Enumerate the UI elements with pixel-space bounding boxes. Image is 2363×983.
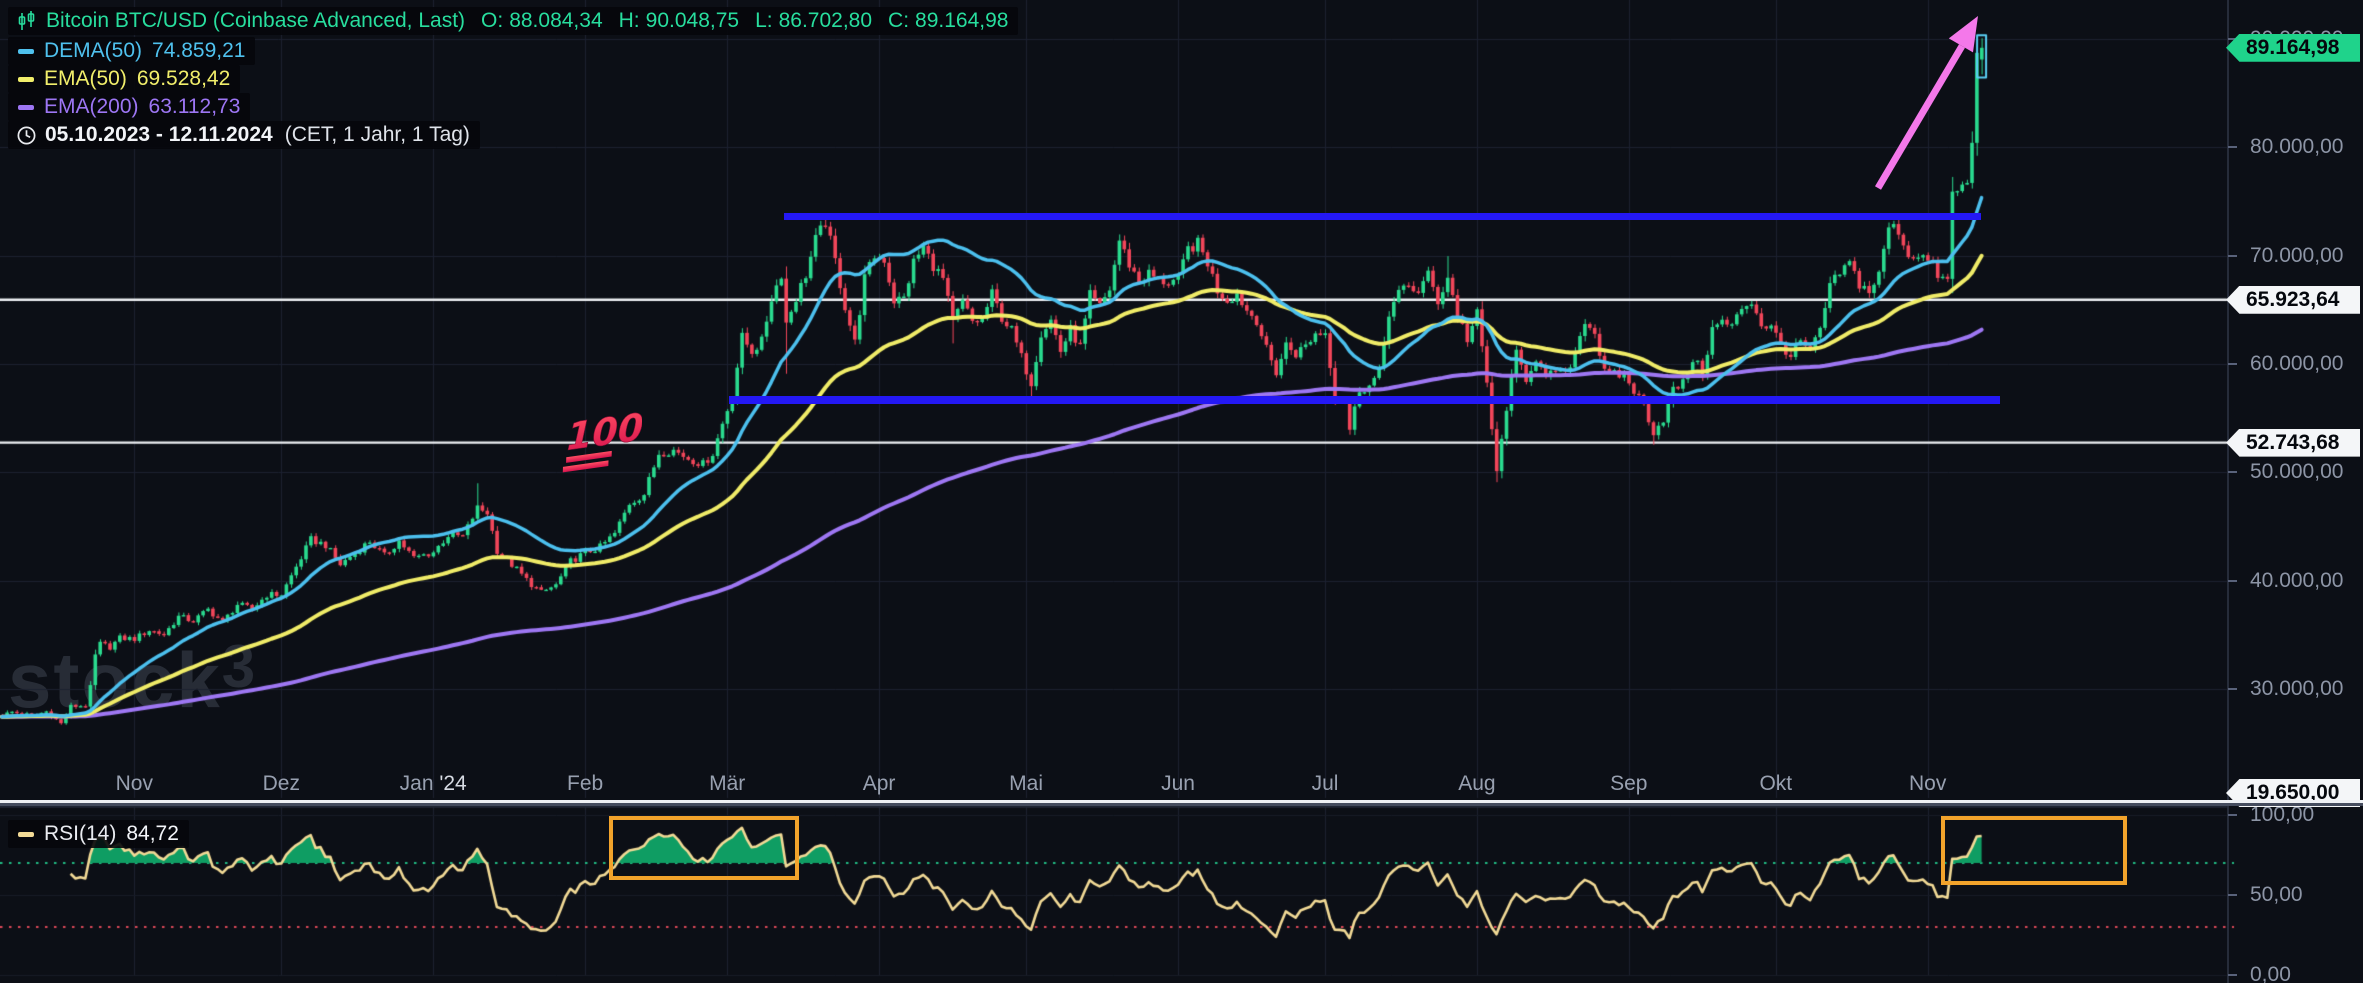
month-label: Jan '24: [399, 772, 467, 795]
price-tick-label: 40.000,00: [2250, 568, 2344, 592]
date-range-row[interactable]: 05.10.2023 - 12.11.2024 (CET, 1 Jahr, 1 T…: [8, 121, 480, 149]
price-tick-label: 60.000,00: [2250, 352, 2344, 375]
rsi-label: RSI(14): [44, 822, 117, 845]
pink-arrow-drawing[interactable]: [1852, 0, 1992, 200]
indicator-dash-icon: [18, 104, 34, 110]
date-range-text: 05.10.2023 - 12.11.2024: [45, 123, 273, 146]
ohlc-value: 86.702,80: [778, 9, 873, 32]
price-tick-label: 70.000,00: [2250, 243, 2344, 267]
month-label: Feb: [567, 772, 604, 795]
candlestick-icon: [18, 11, 35, 31]
month-label: Apr: [862, 772, 896, 795]
price-tick-mark: [2228, 471, 2237, 474]
indicator-legend-row[interactable]: EMA(200) 63.112,73: [8, 93, 251, 121]
ohlc-value: 88.084,34: [509, 9, 603, 32]
rsi-tick-label: 50,00: [2250, 883, 2303, 906]
rsi-dash-icon: [18, 831, 34, 837]
month-label: Nov: [1909, 772, 1947, 795]
indicator-value: 69.528,42: [136, 67, 231, 90]
orange-highlight-box[interactable]: [609, 816, 799, 880]
month-label: Nov: [115, 772, 153, 795]
indicator-label: EMA(200): [44, 95, 139, 118]
month-label: Jul: [1311, 772, 1339, 795]
range-meta-text: (CET, 1 Jahr, 1 Tag): [284, 123, 470, 146]
ohlc-key: C:: [888, 9, 910, 32]
indicator-dash-icon: [18, 76, 34, 82]
month-label: Mai: [1009, 772, 1044, 795]
symbol-legend-row[interactable]: Bitcoin BTC/USD (Coinbase Advanced, Last…: [8, 7, 1019, 35]
indicator-value: 74.859,21: [152, 39, 246, 62]
level-price-badge: 52.743,68: [2226, 428, 2360, 457]
price-tick-mark: [2228, 146, 2237, 149]
month-label: Mär: [709, 772, 746, 795]
month-label: Sep: [1610, 772, 1648, 795]
rsi-value: 84,72: [126, 822, 179, 845]
indicator-label: DEMA(50): [44, 39, 143, 62]
hundred-points-emoji[interactable]: 100: [556, 410, 642, 480]
ohlc-values: O: 88.084,34 H: 90.048,75 L: 86.702,80 C: 89.16…: [465, 9, 1008, 32]
rsi-tick-label: 0,00: [2250, 963, 2291, 983]
ohlc-key: O:: [481, 9, 504, 32]
price-axis[interactable]: 90.000,0080.000,0070.000,0060.000,0050.0…: [2226, 0, 2363, 983]
orange-highlight-box[interactable]: [1941, 816, 2127, 885]
blue-ray-line[interactable]: [784, 213, 1981, 221]
price-tick-mark: [2228, 37, 2237, 40]
rsi-tick-mark: [2228, 894, 2237, 896]
ohlc-value: 90.048,75: [645, 9, 740, 32]
price-tick-mark: [2228, 363, 2237, 365]
month-label: Jun: [1161, 772, 1195, 795]
clock-icon: [17, 126, 36, 145]
rsi-tick-mark: [2228, 814, 2237, 816]
indicator-legend-row[interactable]: DEMA(50) 74.859,21: [8, 37, 256, 65]
price-tick-label: 80.000,00: [2250, 135, 2344, 159]
month-label: Okt: [1759, 772, 1793, 795]
price-tick-label: 30.000,00: [2250, 677, 2344, 701]
price-tick-mark: [2228, 688, 2237, 691]
rsi-tick-label: 100,00: [2250, 803, 2315, 826]
rsi-legend-row[interactable]: RSI(14) 84,72: [8, 820, 189, 848]
panel-divider-shadow: [0, 803, 2363, 806]
month-label: Aug: [1458, 772, 1496, 795]
ohlc-value: 89.164,98: [915, 9, 1009, 32]
svg-text:100: 100: [566, 410, 642, 459]
price-tick-label: 50.000,00: [2250, 460, 2344, 484]
indicator-label: EMA(50): [44, 67, 127, 90]
last-price-badge: 89.164,98: [2226, 33, 2360, 62]
price-tick-mark: [2228, 579, 2237, 582]
indicator-dash-icon: [18, 48, 34, 54]
rsi-tick-mark: [2228, 974, 2237, 976]
symbol-title: Bitcoin BTC/USD (Coinbase Advanced, Last…: [46, 9, 466, 32]
ohlc-key: L:: [755, 9, 773, 32]
month-label: Dez: [262, 772, 300, 795]
level-price-badge: 65.923,64: [2226, 285, 2360, 314]
panel-divider[interactable]: [0, 800, 2363, 803]
indicator-legend-row[interactable]: EMA(50) 69.528,42: [8, 65, 241, 93]
price-axis-border: [2227, 0, 2229, 983]
price-tick-mark: [2228, 254, 2237, 257]
ohlc-key: H:: [618, 9, 640, 32]
indicator-value: 63.112,73: [148, 95, 241, 118]
blue-ray-line[interactable]: [729, 395, 2000, 404]
